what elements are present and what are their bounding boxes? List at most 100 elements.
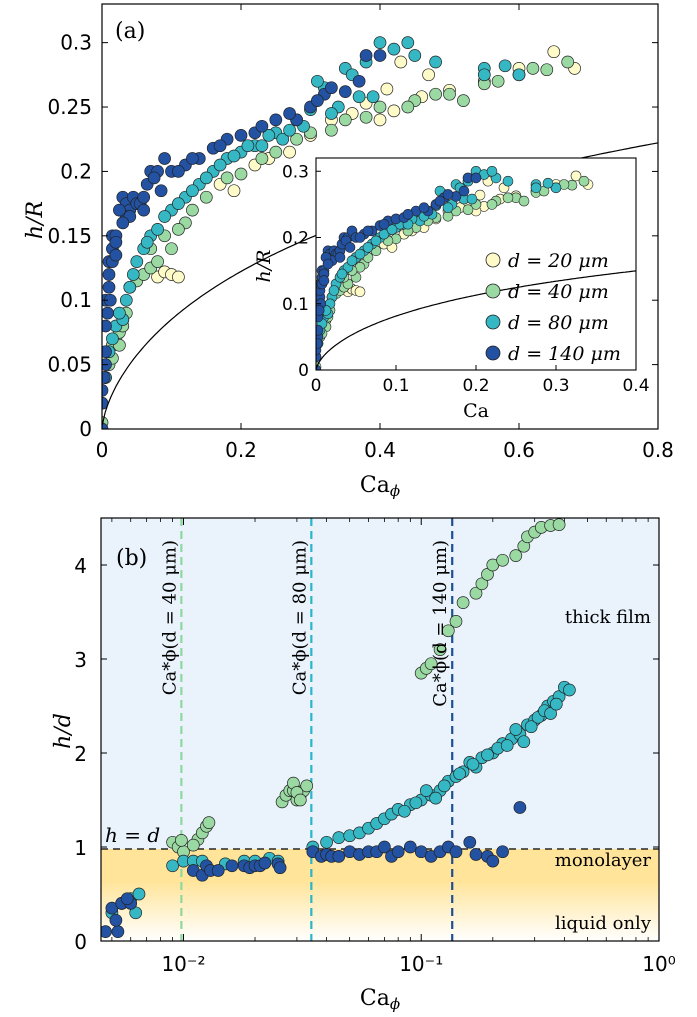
inset-point-d-140-m — [362, 225, 374, 237]
point-b-d-40-m — [433, 643, 447, 656]
inset-point-d-80-m — [354, 248, 366, 260]
point-a-d-140-m — [373, 49, 387, 62]
region-liquid-only: liquid only — [555, 913, 652, 934]
point-a-d-80-m — [512, 68, 526, 82]
inset-point-d-80-m — [362, 242, 374, 253]
inset-point-d-20-m — [354, 286, 366, 298]
panel-a-points — [102, 36, 581, 429]
point-b-d-140-m — [225, 859, 239, 873]
tick-label-b-x: 10⁰ — [642, 952, 675, 976]
tick-label-inset-y: 0 — [298, 361, 309, 381]
inset-point-d-80-m — [466, 193, 478, 205]
inset-point-d-140-m — [402, 209, 414, 220]
point-a-d-80-m — [262, 129, 276, 142]
panel-b-frame — [100, 517, 660, 942]
point-b-d-140-m — [258, 856, 272, 870]
critical-lines — [180, 518, 454, 941]
point-b-d-40-m — [552, 518, 566, 531]
thick-film-region — [101, 518, 659, 849]
point-a-d-40-m — [269, 145, 283, 159]
inset-point-d-80-m — [336, 268, 348, 280]
inset-point-d-80-m — [328, 285, 340, 296]
point-a-d-20-m — [547, 45, 561, 59]
point-a-d-40-m — [186, 203, 199, 217]
point-a-d-40-m — [290, 132, 303, 146]
legend-marker — [485, 314, 501, 330]
point-a-d-140-m — [102, 319, 112, 333]
point-a-d-80-m — [186, 184, 199, 198]
point-a-d-20-m — [227, 184, 241, 198]
point-a-d-80-m — [477, 68, 491, 82]
point-a-d-40-m — [338, 113, 352, 127]
inset-point-d-140-m — [322, 258, 334, 270]
point-a-d-80-m — [123, 280, 137, 294]
tick-label-a-y: 0.05 — [47, 353, 92, 377]
point-a-d-140-m — [154, 184, 168, 198]
tick-label-inset-x: 0.1 — [382, 376, 409, 396]
point-a-d-140-m — [116, 216, 130, 230]
point-b-d-80-m — [524, 720, 538, 734]
point-b-d-140-m — [469, 848, 483, 861]
point-b-d-140-m — [378, 840, 391, 854]
point-b-d-140-m — [101, 925, 112, 938]
tick-label-a-y: 0.1 — [60, 288, 92, 312]
point-b-d-140-m — [391, 845, 405, 859]
inset-point-d-40-m — [462, 204, 474, 215]
point-a-d-40-m — [457, 94, 470, 107]
critical-line-label: Ca*ϕ(d = 40 μm) — [159, 540, 180, 695]
tick-label-a-x: 0.2 — [225, 438, 257, 462]
inset-point-d-80-m — [550, 182, 562, 194]
point-b-d-80-m — [549, 697, 563, 711]
panel-b: 10⁻² 10⁻¹ 10⁰ 0 1 2 3 4 (b) h = d thick film mo… — [51, 517, 676, 1013]
point-a-d-20-m — [380, 82, 394, 96]
tick-label-inset-y: 0.2 — [282, 229, 309, 249]
inset-point-d-140-m — [334, 252, 346, 263]
h-equals-d-label: h = d — [105, 823, 160, 847]
point-a-d-140-m — [234, 129, 248, 142]
tick-label-a-x: 0 — [96, 438, 109, 462]
region-thick-film: thick film — [565, 607, 651, 628]
legend-label: d = 40 μm — [508, 281, 609, 303]
tick-label-b-x: 10⁻¹ — [399, 952, 443, 976]
point-a-d-140-m — [283, 107, 296, 120]
point-b-d-40-m — [202, 816, 216, 829]
inset-point-d-80-m — [386, 224, 398, 235]
critical-line-label: Ca*ϕ(d = 80 μm) — [289, 540, 310, 695]
point-a-d-80-m — [106, 332, 119, 346]
point-a-d-140-m — [172, 165, 185, 178]
inset-point-d-140-m — [434, 195, 446, 207]
legend-label: d = 140 μm — [508, 343, 621, 365]
point-b-d-140-m — [332, 850, 346, 863]
tick-label-a-x: 0.4 — [364, 438, 396, 462]
tick-label-inset-y: 0.3 — [282, 162, 309, 182]
point-a-d-140-m — [311, 94, 324, 107]
inset-point-d-80-m — [542, 177, 554, 189]
legend-label: d = 80 μm — [508, 312, 609, 334]
inset-ticks: 0 0.1 0.2 0.3 0.4 0 0.1 0.2 0.3 — [282, 162, 650, 396]
point-a-d-40-m — [491, 74, 505, 88]
point-a-d-140-m — [147, 171, 161, 185]
point-a-d-40-m — [540, 63, 554, 77]
inset-chart: 0 0.1 0.2 0.3 0.4 0 0.1 0.2 0.3 Ca h/R d = 20 μm… — [253, 157, 650, 422]
inset-point-d-140-m — [344, 242, 356, 253]
point-a-d-20-m — [283, 145, 296, 159]
point-b-d-80-m — [453, 767, 466, 781]
point-b-d-80-m — [509, 723, 523, 736]
point-b-d-140-m — [513, 801, 527, 814]
point-a-d-20-m — [387, 104, 401, 118]
point-b-d-80-m — [563, 683, 576, 697]
inset-point-d-20-m — [570, 170, 582, 182]
point-b-d-140-m — [120, 892, 134, 906]
point-b-d-40-m — [293, 793, 307, 807]
point-a-d-140-m — [338, 85, 352, 98]
panel-a: 0 0.2 0.4 0.6 0.800.050.10.150.20.250.3 (a) … — [23, 3, 674, 500]
point-a-d-80-m — [366, 90, 380, 104]
point-a-d-40-m — [443, 87, 456, 101]
point-b-d-40-m — [509, 549, 523, 562]
point-a-d-20-m — [172, 270, 185, 284]
point-a-d-80-m — [241, 139, 255, 153]
inset-point-d-140-m — [470, 172, 482, 184]
inset-point-d-140-m — [442, 189, 454, 200]
point-b-d-40-m — [186, 838, 200, 852]
point-b-d-40-m — [456, 596, 470, 609]
